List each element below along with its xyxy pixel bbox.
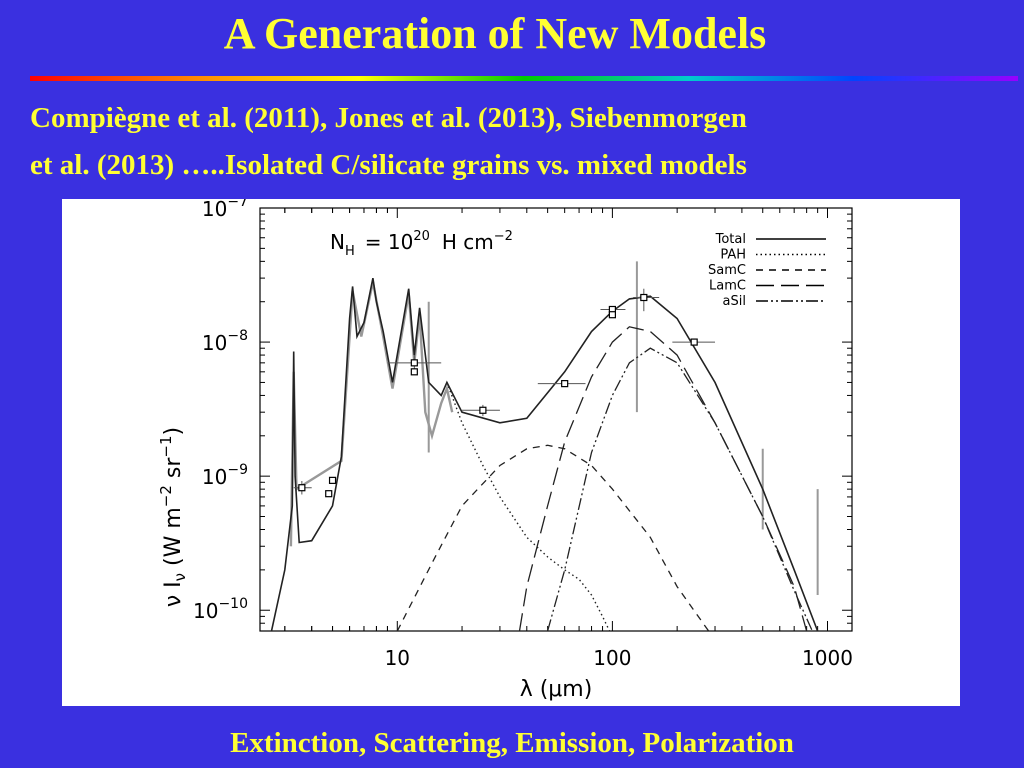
legend-label-lamc: LamC — [709, 279, 746, 294]
observation-point — [410, 368, 418, 376]
observation-point — [608, 311, 616, 319]
observation-point — [410, 359, 418, 367]
series-line-pah — [446, 382, 611, 631]
observation-point — [690, 338, 698, 346]
slide-title: A Generation of New Models — [223, 9, 767, 58]
series-line-asil — [546, 347, 813, 631]
series-line-lamc — [518, 326, 808, 631]
sed-chart-panel: NH = 1020 H cm−2 λ (μm) ν Iν (W m−2 sr−1) … — [62, 199, 960, 706]
observation-point — [325, 490, 333, 498]
observation-point — [640, 293, 648, 302]
x-axis-label: λ (μm) — [520, 677, 593, 702]
y-tick-label: 10−10 — [193, 596, 248, 623]
x-tick-label: 10 — [385, 646, 410, 670]
subtitle-line-2: et al. (2013) …..Isolated C/silicate gra… — [30, 149, 747, 181]
observation-point — [328, 476, 337, 484]
observed-spectrum-line — [289, 281, 454, 547]
rainbow-divider — [30, 76, 1018, 81]
footer-text: Extinction, Scattering, Emission, Polari… — [230, 727, 794, 759]
observation-point — [561, 380, 569, 388]
x-tick-label: 100 — [593, 646, 631, 670]
legend-label-total: Total — [715, 232, 746, 247]
y-axis-label: ν Iν (W m−2 sr−1) — [157, 427, 189, 607]
observation-point — [479, 406, 487, 414]
legend-label-samc: SamC — [708, 263, 746, 278]
series-line-total — [270, 277, 819, 631]
observation-point — [298, 484, 306, 492]
y-tick-label: 10−8 — [202, 328, 248, 355]
sed-chart: NH = 1020 H cm−2 λ (μm) ν Iν (W m−2 sr−1) … — [157, 199, 853, 702]
series-line-samc — [396, 444, 710, 631]
legend-label-pah: PAH — [720, 248, 746, 263]
x-tick-label: 1000 — [802, 646, 853, 670]
y-tick-label: 10−7 — [202, 199, 248, 221]
nh-annotation: NH = 1020 H cm−2 — [330, 229, 513, 259]
y-tick-label: 10−9 — [202, 462, 248, 489]
subtitle-line-1: Compiègne et al. (2011), Jones et al. (2… — [30, 102, 747, 134]
legend-label-asil: aSil — [723, 294, 746, 309]
plot-frame — [259, 207, 853, 632]
